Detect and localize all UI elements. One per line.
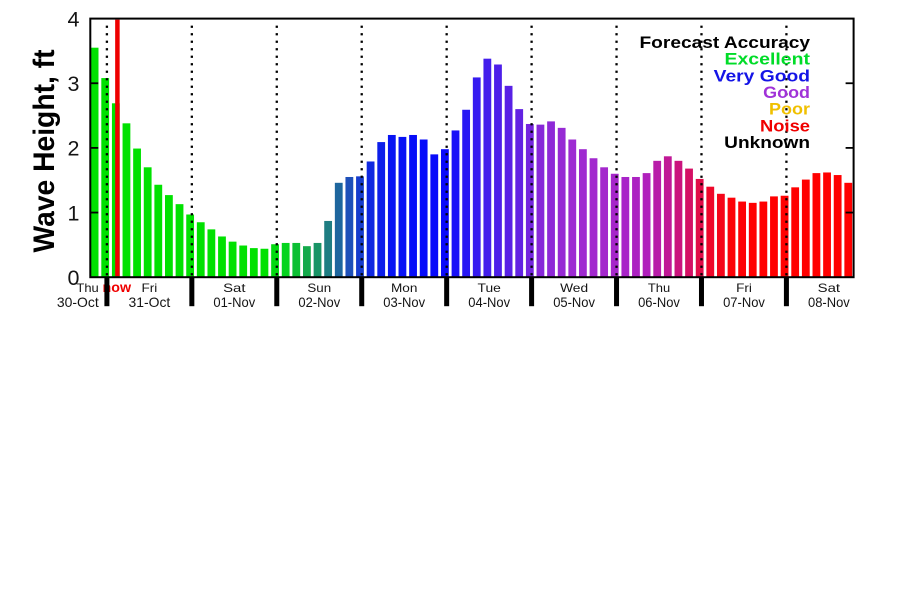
svg-text:Noise: Noise xyxy=(760,117,810,135)
svg-text:Mon: Mon xyxy=(391,281,417,295)
svg-text:3: 3 xyxy=(68,72,80,96)
svg-text:1: 1 xyxy=(68,201,80,225)
svg-text:08-Nov: 08-Nov xyxy=(808,294,850,310)
svg-text:03-Nov: 03-Nov xyxy=(383,294,425,310)
svg-text:Fri: Fri xyxy=(736,281,752,295)
svg-text:Tue: Tue xyxy=(478,281,502,295)
svg-text:4: 4 xyxy=(68,7,80,31)
svg-text:30-Oct: 30-Oct xyxy=(57,294,99,310)
svg-text:Poor: Poor xyxy=(769,101,811,119)
svg-text:31-Oct: 31-Oct xyxy=(129,294,171,310)
svg-text:Forecast Accuracy: Forecast Accuracy xyxy=(640,34,811,52)
svg-text:Sat: Sat xyxy=(223,281,246,295)
svg-text:Sat: Sat xyxy=(818,281,841,295)
svg-text:Good: Good xyxy=(763,84,810,102)
svg-text:Very Good: Very Good xyxy=(714,67,810,85)
svg-text:05-Nov: 05-Nov xyxy=(553,294,595,310)
svg-text:Sun: Sun xyxy=(307,281,331,295)
svg-text:07-Nov: 07-Nov xyxy=(723,294,765,310)
svg-text:2: 2 xyxy=(68,137,80,161)
svg-text:now: now xyxy=(103,279,132,295)
svg-text:02-Nov: 02-Nov xyxy=(298,294,340,310)
svg-text:0: 0 xyxy=(68,266,80,290)
svg-text:Wed: Wed xyxy=(560,281,588,295)
svg-text:01-Nov: 01-Nov xyxy=(213,294,255,310)
svg-text:04-Nov: 04-Nov xyxy=(468,294,510,310)
svg-text:06-Nov: 06-Nov xyxy=(638,294,680,310)
svg-text:Thu: Thu xyxy=(76,281,98,295)
svg-text:Thu: Thu xyxy=(648,281,670,295)
svg-text:Wave Height, ft: Wave Height, ft xyxy=(28,50,61,253)
svg-text:Fri: Fri xyxy=(142,281,158,295)
svg-text:Unknown: Unknown xyxy=(724,134,810,152)
svg-text:Excellent: Excellent xyxy=(725,51,811,69)
